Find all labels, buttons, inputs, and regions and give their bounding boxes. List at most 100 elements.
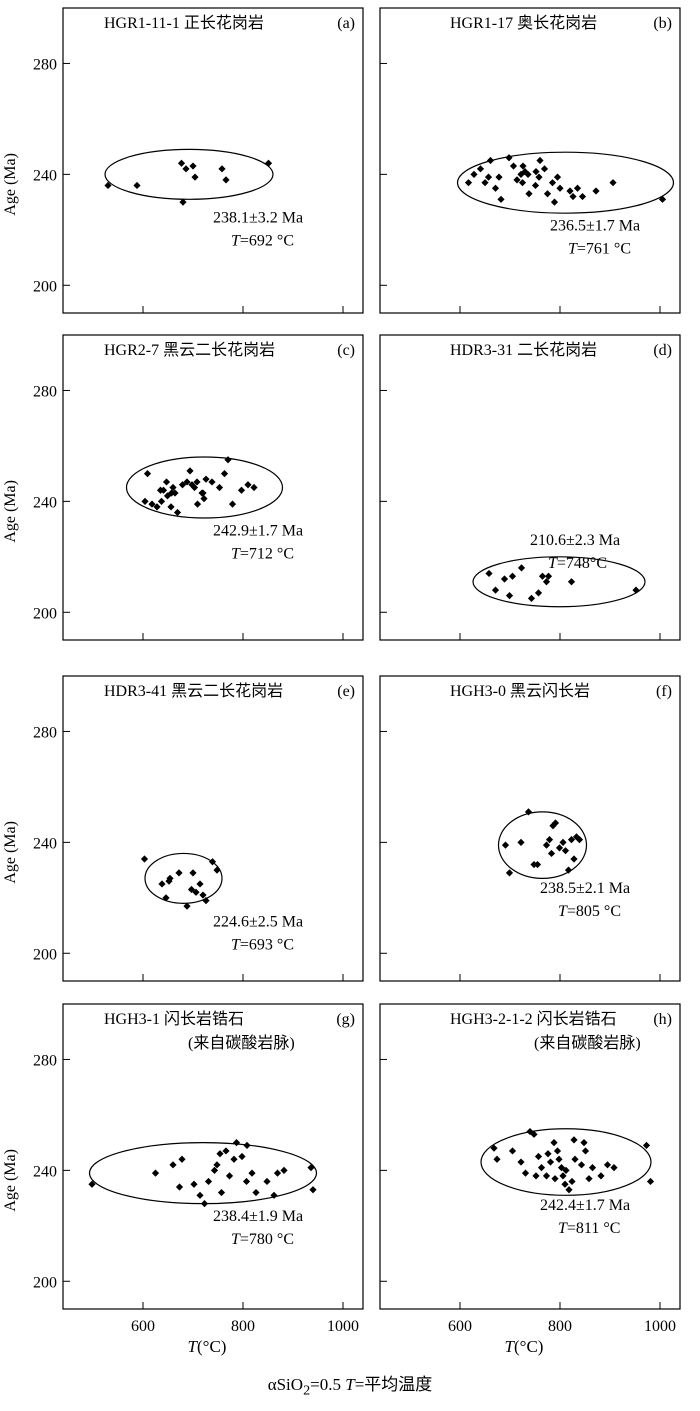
data-point [505, 869, 514, 877]
y-tick-label: 280 [33, 1052, 57, 1069]
y-tick-label: 200 [33, 605, 57, 622]
panel-f: HGH3-0 黑云闪长岩 (f) 238.5±2.1 Ma T=805 °C [379, 675, 681, 982]
caption-sub: 2 [303, 1382, 311, 1399]
data-point [553, 173, 562, 181]
data-point [143, 470, 152, 478]
panel-letter: (e) [337, 683, 355, 700]
data-point [159, 486, 168, 494]
temperature-value: =692 °C [240, 232, 294, 249]
temperature-value: =805 °C [567, 903, 621, 920]
data-point [153, 503, 161, 511]
temperature-symbol: T [558, 903, 568, 920]
y-axis-label: Age (Ma) [2, 480, 19, 543]
data-point [237, 486, 246, 494]
temperature-symbol: T [558, 1220, 568, 1237]
data-point [609, 179, 617, 187]
data-point [190, 1180, 198, 1188]
data-point [252, 1188, 260, 1197]
x-tick-label: 600 [131, 1318, 155, 1335]
panel-frame [379, 334, 681, 641]
data-point [575, 835, 584, 844]
caption-prefix: αSiO [267, 1375, 304, 1394]
data-point [243, 1141, 251, 1150]
fit-ellipse [125, 456, 284, 519]
data-point [175, 1183, 184, 1191]
x-axis-unit: (°C) [514, 1337, 543, 1356]
data-point [565, 1186, 573, 1194]
data-point [497, 195, 505, 203]
data-point [569, 192, 577, 201]
data-point [244, 481, 252, 489]
data-point [189, 162, 197, 170]
data-point [534, 1152, 543, 1161]
x-axis-symbol: T [505, 1337, 516, 1356]
data-point [551, 1175, 559, 1183]
age-label: 242.4±1.7 Ma [540, 1197, 630, 1214]
data-point [491, 184, 500, 192]
y-tick-label: 240 [33, 1163, 57, 1180]
data-point [264, 159, 273, 167]
data-point [513, 176, 521, 184]
data-point [309, 1186, 317, 1194]
caption-suffix: =平均温度 [354, 1375, 433, 1394]
y-axis-label: Age (Ma) [2, 153, 19, 216]
y-tick-label: 280 [33, 383, 57, 400]
data-point [204, 1177, 213, 1186]
x-tick-label: 600 [448, 1318, 472, 1335]
data-point [542, 841, 551, 849]
data-point [550, 1139, 558, 1147]
y-tick-label: 240 [33, 167, 57, 184]
data-point [162, 478, 171, 486]
data-point [248, 1169, 256, 1177]
panel-title: HGR2-7 黑云二长花岗岩 [104, 341, 275, 359]
data-point [658, 195, 667, 203]
data-point [224, 456, 232, 464]
panel-title: HGH3-1 闪长岩锆石 [104, 1010, 244, 1028]
data-point [562, 1166, 570, 1174]
data-point [508, 572, 517, 580]
data-point [561, 1180, 569, 1188]
data-point [189, 869, 197, 877]
temperature-value: =693 °C [240, 936, 294, 953]
y-tick-label: 200 [33, 278, 57, 295]
data-point [632, 586, 640, 594]
y-tick-label: 240 [33, 835, 57, 852]
data-point [538, 572, 547, 580]
data-point [646, 1177, 655, 1186]
data-point [228, 500, 237, 508]
temperature-symbol: T [231, 232, 241, 249]
data-point [151, 1169, 160, 1177]
data-point [532, 167, 540, 176]
data-point [597, 1172, 605, 1180]
panel-h: 600 800 1000 HGH3-2-1-2 闪长岩锆石 (来自碳酸岩脉) (h) 242… [379, 1003, 681, 1356]
panel-letter: (c) [337, 342, 355, 359]
data-point [486, 156, 495, 165]
data-point [555, 1155, 563, 1163]
data-point [167, 503, 175, 511]
data-point [192, 888, 200, 896]
data-point [577, 1161, 586, 1169]
data-point [525, 190, 533, 198]
temperature-value: =748°C [557, 555, 607, 572]
data-point [585, 1175, 593, 1183]
data-point [182, 165, 190, 173]
x-axis-symbol: T [188, 1337, 199, 1356]
data-point [200, 494, 208, 503]
panel-letter: (h) [653, 1011, 672, 1028]
temperature-label: T=805 °C [558, 903, 621, 920]
panel-title: HDR3-31 二长花岗岩 [450, 341, 597, 359]
data-point [548, 179, 557, 187]
data-point [208, 478, 216, 486]
data-point [162, 894, 170, 902]
x-axis-unit: (°C) [197, 1337, 226, 1356]
data-point [642, 1141, 651, 1150]
data-point [188, 481, 196, 489]
data-point [280, 1166, 288, 1174]
data-point [524, 170, 532, 178]
y-tick-label: 200 [33, 946, 57, 963]
panel-frame [379, 7, 681, 314]
data-point [542, 1172, 551, 1180]
data-point [464, 179, 473, 187]
data-point [521, 1169, 530, 1177]
data-point [178, 1155, 186, 1163]
